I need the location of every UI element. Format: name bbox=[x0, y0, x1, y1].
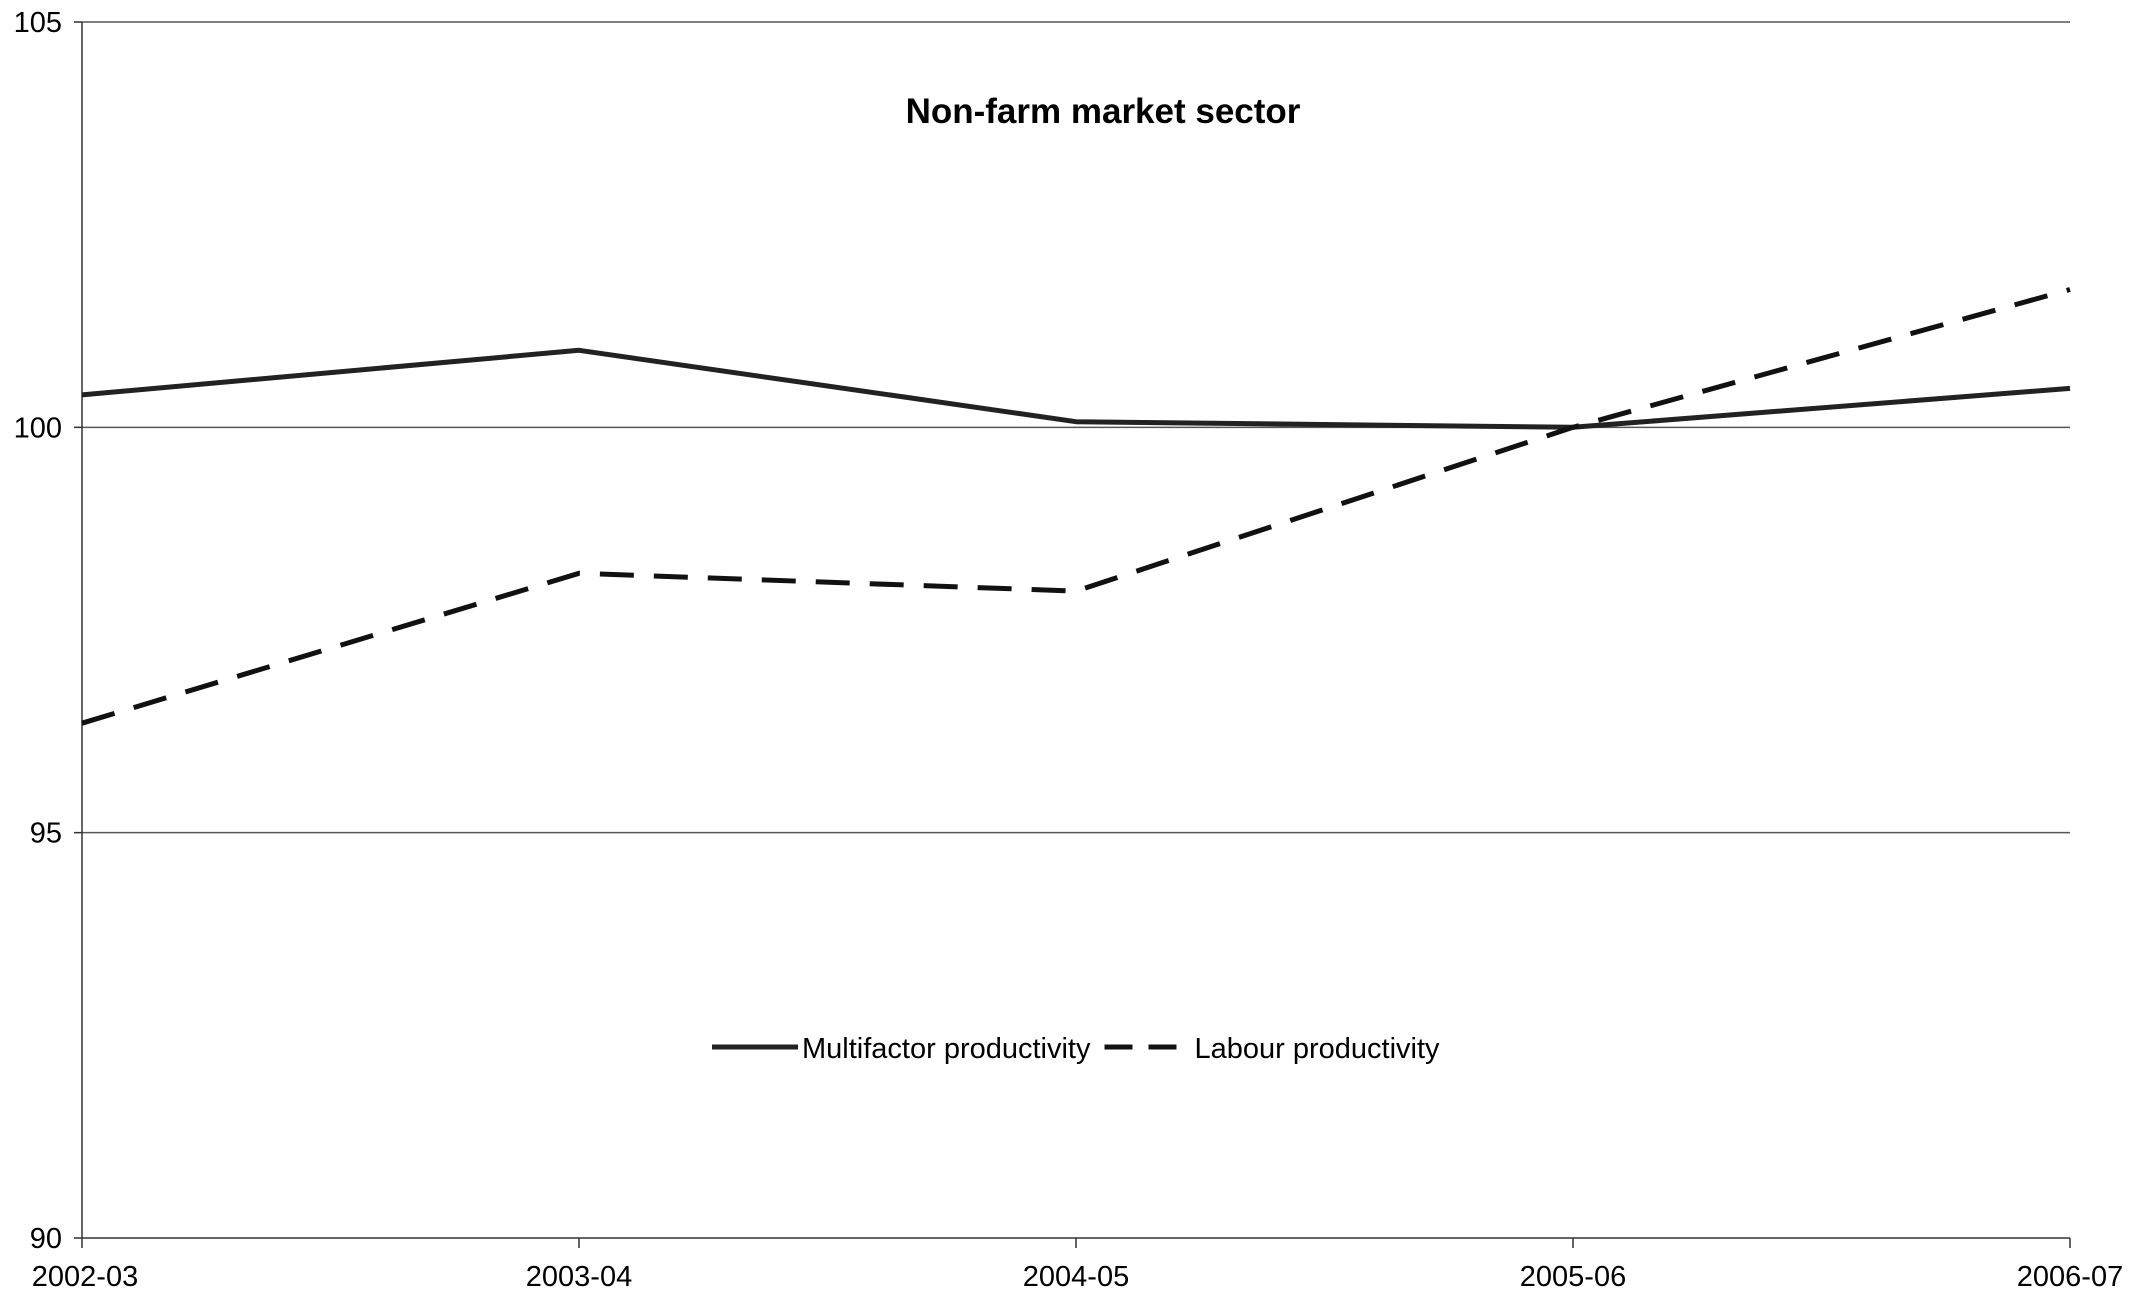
x-tick-labels: 2002-03 2003-04 2004-05 2005-06 2006-07 bbox=[32, 1261, 2123, 1293]
legend-label: Labour productivity bbox=[1195, 1033, 1441, 1065]
x-tick-label: 2002-03 bbox=[32, 1261, 138, 1293]
legend: Multifactor productivity Labour productiv… bbox=[712, 1033, 1440, 1065]
y-tick-label: 90 bbox=[30, 1223, 62, 1255]
x-tick-label: 2004-05 bbox=[1023, 1261, 1129, 1293]
legend-label: Multifactor productivity bbox=[802, 1033, 1091, 1065]
labour-productivity-line bbox=[81, 287, 2071, 726]
y-tick-labels: 90 95 100 105 bbox=[14, 7, 62, 1255]
x-tick-label: 2006-07 bbox=[2017, 1261, 2123, 1293]
y-tick-label: 100 bbox=[14, 412, 62, 444]
y-tick-label: 95 bbox=[30, 818, 62, 850]
multifactor-productivity-line bbox=[81, 347, 2071, 430]
gridlines bbox=[82, 21, 2070, 834]
x-tick-label: 2005-06 bbox=[1520, 1261, 1626, 1293]
x-tick-label: 2003-04 bbox=[526, 1261, 632, 1293]
axes bbox=[74, 21, 2071, 1248]
chart-title: Non-farm market sector bbox=[906, 92, 1301, 131]
series-lines bbox=[81, 287, 2071, 726]
y-tick-label: 105 bbox=[14, 7, 62, 39]
